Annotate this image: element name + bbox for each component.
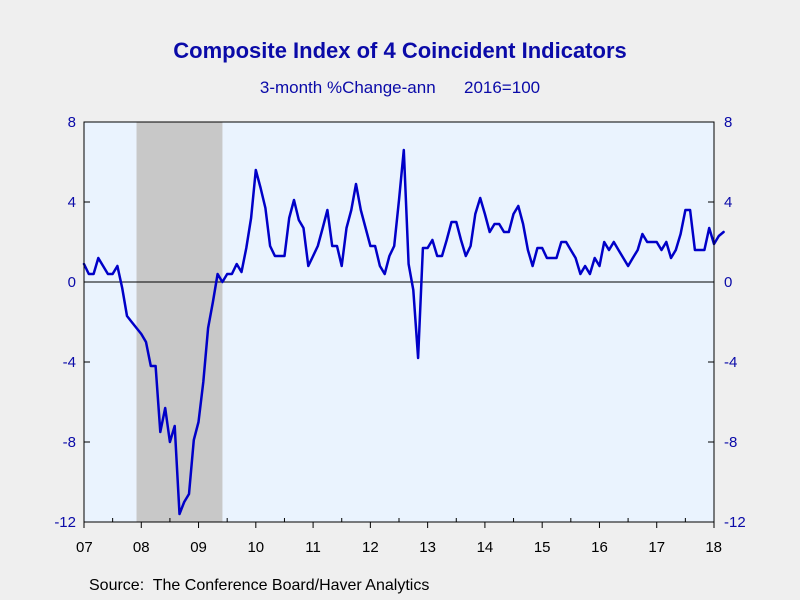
x-tick-label: 15 <box>534 539 551 556</box>
y-tick-label-left: 4 <box>68 194 76 211</box>
x-tick-label: 10 <box>247 539 264 556</box>
x-tick-label: 13 <box>419 539 436 556</box>
plot-border <box>83 121 715 523</box>
y-tick-label-right: 4 <box>724 194 732 211</box>
y-tick-label-right: -4 <box>724 354 737 371</box>
x-tick-label: 09 <box>190 539 207 556</box>
y-tick-label-left: 0 <box>68 274 76 291</box>
x-tick-label: 11 <box>305 539 321 556</box>
y-tick-label-left: 8 <box>68 114 76 131</box>
x-tick-label: 07 <box>76 539 93 556</box>
y-tick-label-left: -8 <box>63 434 76 451</box>
chart-title: Composite Index of 4 Coincident Indicato… <box>173 38 627 63</box>
y-tick-label-right: -12 <box>724 514 746 531</box>
series-layer <box>82 148 725 516</box>
y-tick-label-right: 8 <box>724 114 732 131</box>
y-tick-label-right: 0 <box>724 274 732 291</box>
y-tick-label-left: -12 <box>54 514 76 531</box>
x-tick-label: 17 <box>648 539 665 556</box>
x-tick-label: 08 <box>133 539 150 556</box>
x-tick-label: 14 <box>477 539 494 556</box>
y-tick-label-right: -8 <box>724 434 737 451</box>
x-tick-label: 12 <box>362 539 379 556</box>
x-tick-label: 18 <box>705 539 722 556</box>
chart-subtitle: 3-month %Change-ann 2016=100 <box>259 78 541 97</box>
source-note: Source: The Conference Board/Haver Analy… <box>89 577 430 594</box>
series-line <box>82 148 725 516</box>
x-tick-label: 16 <box>591 539 608 556</box>
y-tick-label-left: -4 <box>63 354 76 371</box>
